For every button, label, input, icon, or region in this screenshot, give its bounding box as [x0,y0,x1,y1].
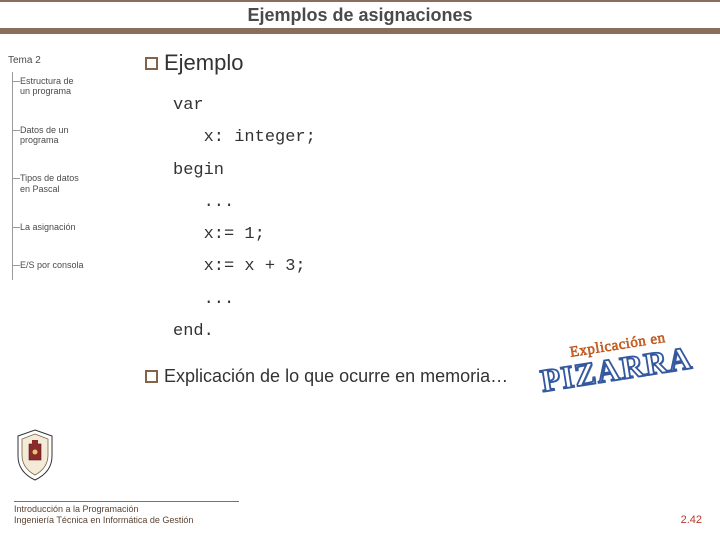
outline-item-label: E/S por consola [20,260,84,270]
outline-item-label: Datos de un programa [20,125,69,145]
code-line: end. [173,322,214,341]
bullet-square-icon [145,57,158,70]
outline-item-label: La asignación [20,222,76,232]
slide-title: Ejemplos de asignaciones [0,5,720,26]
memory-heading: Explicación de lo que ocurre en memoria… [164,366,508,387]
code-line: var [173,96,204,115]
footer: Introducción a la Programación Ingenierí… [14,501,239,527]
bullet-square-icon [145,370,158,383]
code-line: ... [173,193,234,212]
code-line: x: integer; [173,128,316,147]
page-number: 2.42 [681,514,702,526]
code-block: var x: integer; begin ... x:= 1; x:= x +… [173,90,665,348]
outline-item: Tipos de datos en Pascal [20,173,123,194]
section-heading: Ejemplo [164,50,243,76]
outline-tree: Estructura de un programa Datos de un pr… [8,76,123,271]
outline-item: Datos de un programa [20,125,123,146]
title-bar: Ejemplos de asignaciones [0,0,720,34]
memory-heading-row: Explicación de lo que ocurre en memoria… [145,366,665,387]
code-line: x:= 1; [173,225,265,244]
outline-item: Estructura de un programa [20,76,123,97]
tree-connector-line [12,72,13,280]
outline-item-label: Tipos de datos en Pascal [20,173,79,193]
footer-line-2: Ingeniería Técnica en Informática de Ges… [14,515,239,526]
code-line: ... [173,290,234,309]
main-content: Ejemplo var x: integer; begin ... x:= 1;… [145,50,665,387]
footer-rule [14,501,239,502]
outline-root: Tema 2 [8,55,123,66]
university-crest-icon [14,428,56,482]
code-line: begin [173,161,224,180]
heading-row: Ejemplo [145,50,665,76]
outline-item: E/S por consola [20,260,123,270]
code-line: x:= x + 3; [173,257,306,276]
outline-item-label: Estructura de un programa [20,76,74,96]
footer-line-1: Introducción a la Programación [14,504,239,515]
outline-item: La asignación [20,222,123,232]
outline-sidebar: Tema 2 Estructura de un programa Datos d… [8,55,123,271]
